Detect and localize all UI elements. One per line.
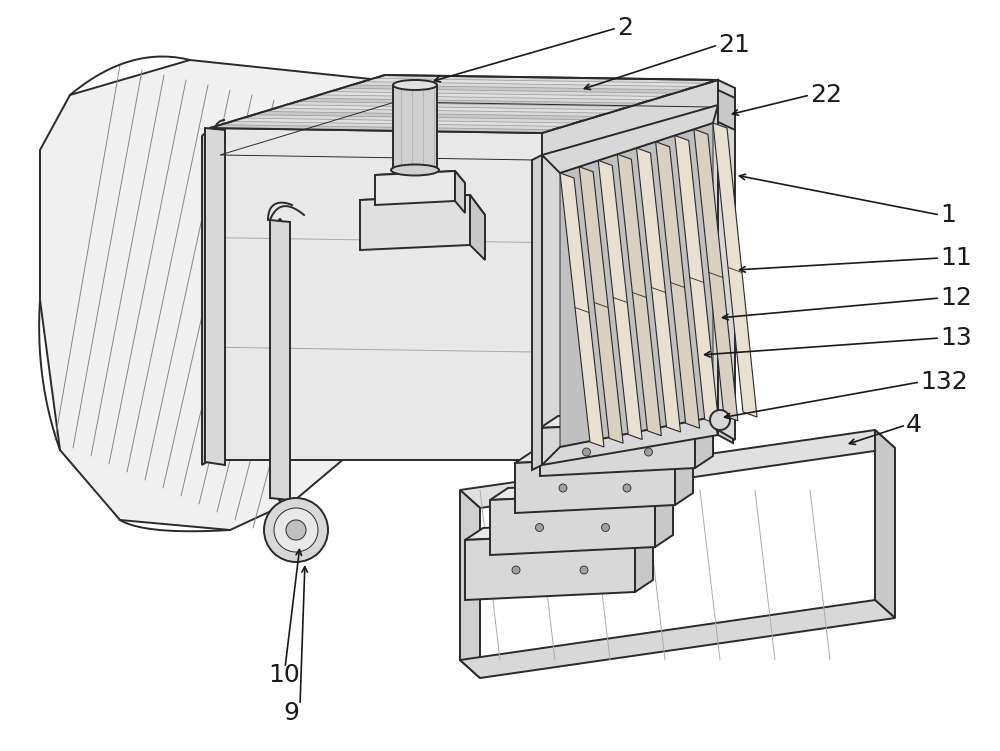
Polygon shape (298, 98, 641, 107)
Polygon shape (232, 118, 575, 126)
Text: 2: 2 (617, 16, 633, 40)
Polygon shape (254, 111, 597, 119)
Polygon shape (656, 142, 700, 428)
Polygon shape (460, 430, 895, 508)
Polygon shape (393, 85, 437, 170)
Text: 22: 22 (810, 83, 842, 107)
Polygon shape (40, 60, 390, 530)
Polygon shape (540, 408, 713, 428)
Polygon shape (637, 148, 680, 432)
Polygon shape (202, 128, 210, 465)
Polygon shape (375, 171, 455, 205)
Circle shape (264, 498, 328, 562)
Polygon shape (375, 171, 465, 187)
Polygon shape (713, 123, 757, 417)
Polygon shape (598, 161, 642, 439)
Ellipse shape (393, 80, 437, 90)
Text: 132: 132 (920, 370, 968, 394)
Polygon shape (515, 455, 675, 513)
Polygon shape (210, 125, 553, 133)
Polygon shape (542, 80, 718, 460)
Polygon shape (490, 480, 673, 500)
Text: 9: 9 (283, 701, 299, 725)
Polygon shape (675, 443, 693, 505)
Polygon shape (465, 532, 635, 600)
Polygon shape (319, 92, 663, 100)
Polygon shape (617, 154, 661, 436)
Polygon shape (460, 490, 480, 678)
Polygon shape (515, 443, 693, 463)
Circle shape (512, 566, 520, 574)
Polygon shape (276, 105, 619, 113)
Polygon shape (579, 167, 623, 443)
Polygon shape (635, 520, 653, 592)
Text: 1: 1 (940, 203, 956, 227)
Polygon shape (542, 417, 718, 465)
Ellipse shape (391, 164, 439, 176)
Polygon shape (694, 129, 738, 421)
Text: 13: 13 (940, 326, 972, 350)
Circle shape (644, 448, 652, 456)
Polygon shape (718, 90, 735, 130)
Polygon shape (455, 171, 465, 213)
Circle shape (602, 523, 610, 532)
Polygon shape (270, 220, 290, 500)
Polygon shape (560, 123, 713, 447)
Circle shape (274, 508, 318, 552)
Polygon shape (655, 480, 673, 547)
Polygon shape (470, 195, 485, 260)
Polygon shape (542, 105, 718, 173)
Polygon shape (210, 128, 542, 460)
Text: 10: 10 (268, 663, 300, 687)
Circle shape (582, 448, 590, 456)
Polygon shape (875, 430, 895, 618)
Polygon shape (363, 78, 707, 86)
Polygon shape (460, 600, 895, 678)
Polygon shape (210, 75, 718, 133)
Polygon shape (718, 105, 733, 443)
Circle shape (710, 410, 730, 430)
Text: 11: 11 (940, 246, 972, 270)
Circle shape (623, 484, 631, 492)
Text: 12: 12 (940, 286, 972, 310)
Text: 4: 4 (906, 413, 922, 437)
Polygon shape (718, 80, 735, 440)
Polygon shape (205, 128, 225, 465)
Circle shape (536, 523, 544, 532)
Text: 21: 21 (718, 33, 750, 57)
Polygon shape (540, 420, 695, 476)
Circle shape (559, 484, 567, 492)
Polygon shape (360, 195, 485, 220)
Polygon shape (532, 155, 542, 470)
Polygon shape (360, 195, 470, 250)
Polygon shape (490, 492, 655, 555)
Polygon shape (560, 173, 604, 447)
Circle shape (580, 566, 588, 574)
Polygon shape (465, 520, 653, 540)
Circle shape (286, 520, 306, 540)
Polygon shape (675, 135, 719, 424)
Polygon shape (695, 408, 713, 468)
Polygon shape (341, 85, 685, 93)
